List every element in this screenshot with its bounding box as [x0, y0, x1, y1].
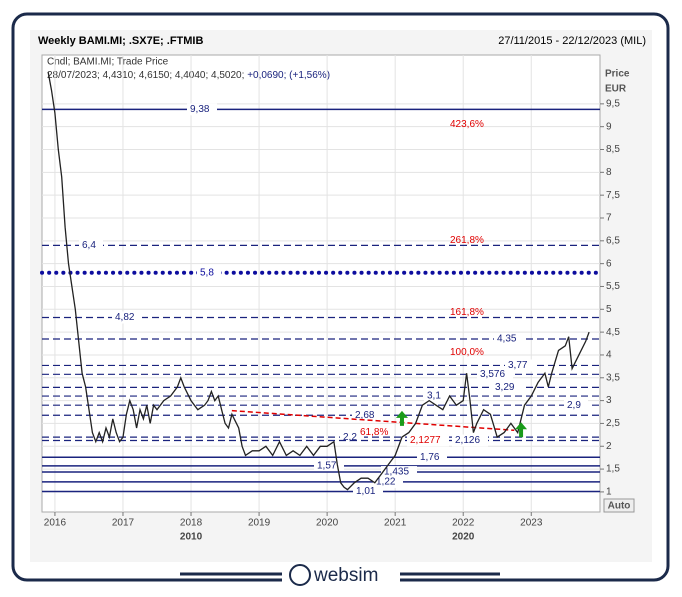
y-tick-label: 2,5	[606, 418, 620, 429]
y-tick-label: 1	[606, 487, 612, 498]
level-label-bg	[79, 239, 103, 252]
level-label-bg	[417, 451, 447, 464]
auto-button-label[interactable]: Auto	[608, 501, 631, 512]
level-label-bg	[187, 103, 217, 116]
axis-title: EUR	[605, 84, 627, 95]
x-tick-label: 2023	[520, 518, 543, 529]
legend-line: 28/07/2023; 4,4310; 4,6150; 4,4040; 4,50…	[47, 70, 330, 81]
level-label: 2,1277	[410, 435, 441, 446]
level-label-bg	[452, 434, 488, 447]
level-label: 4,35	[497, 334, 517, 345]
fib-label: 161,8%	[450, 307, 484, 318]
auto-button[interactable]	[603, 498, 635, 513]
level-label-bg	[352, 409, 382, 422]
x-tick-label: 2021	[384, 518, 407, 529]
price-line	[47, 71, 590, 491]
y-tick-label: 7	[606, 213, 612, 224]
y-tick-label: 8	[606, 167, 612, 178]
y-tick-label: 9,5	[606, 98, 620, 109]
date-range: 27/11/2015 - 22/12/2023 (MIL)	[498, 35, 646, 47]
axis-title: Price	[605, 69, 630, 80]
level-label: 6,4	[82, 240, 96, 251]
level-label: 2,126	[455, 435, 480, 446]
plot-area	[41, 54, 601, 513]
y-tick-label: 6	[606, 258, 612, 269]
level-label: 2,2	[343, 432, 357, 443]
level-label-bg	[373, 475, 403, 488]
y-tick-label: 2	[606, 441, 612, 452]
y-tick-label: 1,5	[606, 464, 620, 475]
y-tick-label: 6,5	[606, 235, 620, 246]
y-tick-label: 5,5	[606, 281, 620, 292]
level-label-bg	[381, 466, 417, 479]
trendline	[231, 409, 515, 432]
level-label: 2,68	[355, 410, 375, 421]
level-label-bg	[197, 266, 221, 279]
y-tick-label: 4	[606, 350, 612, 361]
change: +0,0690; (+1,56%)	[247, 70, 330, 81]
level-label-bg	[494, 332, 524, 345]
brand: websim	[313, 565, 378, 586]
level-label: 3,1	[427, 391, 441, 402]
decade-label: 2010	[180, 532, 203, 543]
level-label-bg	[353, 485, 383, 498]
chart-title: Weekly BAMI.MI; .SX7E; .FTMIB	[38, 35, 203, 47]
y-tick-label: 8,5	[606, 144, 620, 155]
level-label-bg	[492, 381, 522, 394]
ohlc: 28/07/2023; 4,4310; 4,6150; 4,4040; 4,50…	[47, 70, 244, 81]
level-label: 3,576	[480, 369, 505, 380]
level-label-bg	[424, 390, 448, 403]
level-label: 1,57	[317, 461, 337, 472]
x-tick-label: 2022	[452, 518, 475, 529]
level-label-bg	[407, 434, 449, 447]
fib-label: 61,8%	[360, 427, 388, 438]
fib-label: 261,8%	[450, 235, 484, 246]
level-label-bg	[564, 399, 588, 412]
fib-label: 100,0%	[450, 347, 484, 358]
level-label: 9,38	[190, 104, 210, 115]
signal-arrow	[395, 410, 408, 426]
y-tick-label: 7,5	[606, 190, 620, 201]
x-tick-label: 2016	[44, 518, 67, 529]
x-tick-label: 2018	[180, 518, 203, 529]
x-tick-label: 2019	[248, 518, 271, 529]
level-label: 4,82	[115, 312, 135, 323]
level-label: 1,22	[376, 477, 396, 488]
fib-label: 423,6%	[450, 119, 484, 130]
x-tick-label: 2020	[316, 518, 339, 529]
level-label: 3,77	[508, 360, 528, 371]
decade-label: 2020	[452, 532, 475, 543]
level-label: 1,435	[384, 467, 409, 478]
level-label: 2,9	[567, 400, 581, 411]
y-tick-label: 4,5	[606, 327, 620, 338]
level-label-bg	[477, 368, 513, 381]
level-label-bg	[112, 311, 142, 324]
y-tick-label: 9	[606, 121, 612, 132]
x-tick-label: 2017	[112, 518, 135, 529]
level-label: 5,8	[200, 267, 214, 278]
level-label: 1,01	[356, 486, 376, 497]
level-label: 3,29	[495, 382, 515, 393]
y-tick-label: 3	[606, 395, 612, 406]
y-tick-label: 5	[606, 304, 612, 315]
level-label: 1,76	[420, 452, 440, 463]
signal-arrow	[515, 422, 528, 438]
y-tick-label: 3,5	[606, 372, 620, 383]
logo-icon	[289, 564, 311, 586]
legend-line: Cndl; BAMI.MI; Trade Price	[47, 57, 169, 68]
